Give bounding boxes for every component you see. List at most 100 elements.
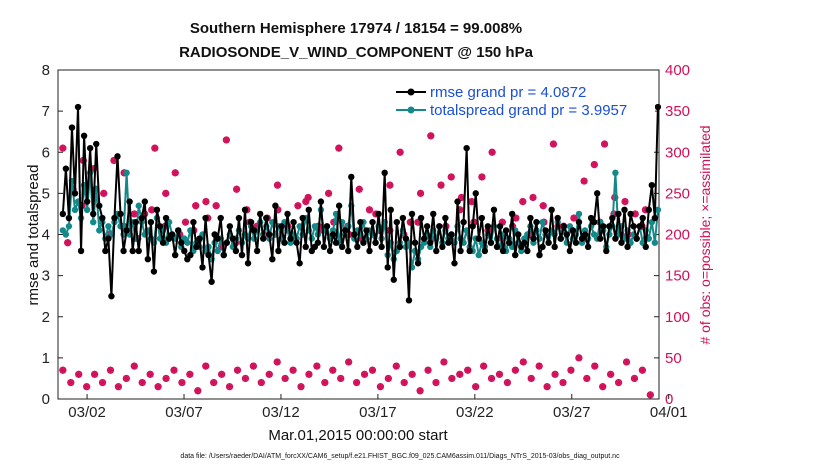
obs-assimilated-marker xyxy=(110,156,118,164)
obs-star-stroke xyxy=(520,358,527,366)
rmse-point xyxy=(533,218,540,226)
rmse-point xyxy=(475,235,482,242)
rmse-point xyxy=(345,247,352,255)
totalspread-point xyxy=(575,210,583,218)
rmse-point xyxy=(335,202,343,209)
rmse-point xyxy=(150,268,158,275)
x-tick-label: 03/12 xyxy=(262,404,300,421)
x-axis-label: Mar.01,2015 00:00:00 start xyxy=(268,427,448,444)
rmse-point xyxy=(317,198,325,205)
obs-star-stroke xyxy=(148,206,155,213)
rmse-point xyxy=(648,181,656,189)
obs-assimilated-marker xyxy=(432,379,440,387)
right-tick-label: 400 xyxy=(665,62,690,79)
rmse-point xyxy=(609,214,616,222)
obs-star-stroke xyxy=(468,198,475,205)
right-tick-label: 350 xyxy=(665,103,690,120)
rmse-point xyxy=(557,235,564,242)
obs-star-stroke xyxy=(202,198,210,205)
rmse-point xyxy=(402,235,410,242)
obs-assimilated-marker xyxy=(535,362,543,370)
x-tick-label: 03/27 xyxy=(553,404,591,421)
totalspread-point xyxy=(612,169,619,177)
obs-star-stroke xyxy=(458,194,465,201)
obs-assimilated-marker xyxy=(478,173,486,181)
rmse-point xyxy=(542,227,549,234)
obs-star-stroke xyxy=(107,367,114,374)
obs-star-stroke xyxy=(59,145,66,152)
obs-star-stroke xyxy=(432,379,440,386)
obs-star-stroke xyxy=(559,379,567,386)
obs-star-stroke xyxy=(172,169,179,176)
obs-assimilated-marker xyxy=(549,140,557,148)
rmse-point xyxy=(326,247,334,255)
obs-star-stroke xyxy=(581,177,588,185)
rmse-point xyxy=(338,243,346,251)
obs-assimilated-marker xyxy=(281,374,289,382)
obs-star-stroke xyxy=(155,383,162,390)
obs-star-stroke xyxy=(325,190,332,197)
rmse-point xyxy=(530,235,537,242)
rmse-point xyxy=(275,247,282,255)
obs-assimilated-marker xyxy=(599,383,607,391)
rmse-point xyxy=(615,210,622,218)
rmse-point xyxy=(83,198,91,205)
rmse-point xyxy=(354,243,361,251)
obs-star-stroke xyxy=(575,354,582,361)
rmse-point xyxy=(399,214,407,222)
rmse-point xyxy=(278,223,285,230)
rmse-point xyxy=(372,239,379,246)
rmse-point xyxy=(597,235,604,242)
rmse-point xyxy=(463,144,470,152)
obs-star-stroke xyxy=(297,383,305,390)
rmse-point xyxy=(527,214,534,222)
rmse-point xyxy=(178,239,185,246)
rmse-point xyxy=(469,223,476,230)
rmse-point xyxy=(171,251,179,259)
left-tick-label: 3 xyxy=(42,268,50,285)
rmse-point xyxy=(612,235,619,242)
totalspread-point xyxy=(214,247,221,255)
obs-assimilated-marker xyxy=(440,358,448,366)
left-tick-label: 0 xyxy=(42,391,50,408)
obs-assimilated-marker xyxy=(551,370,559,378)
obs-star-stroke xyxy=(393,363,400,370)
obs-assimilated-marker xyxy=(376,383,384,391)
rmse-point xyxy=(360,239,367,246)
rmse-point xyxy=(536,251,543,259)
obs-star-stroke xyxy=(290,367,297,374)
rmse-point xyxy=(654,103,662,111)
rmse-point xyxy=(293,239,300,246)
rmse-point xyxy=(633,235,640,242)
obs-assimilated-marker xyxy=(294,202,302,210)
rmse-point xyxy=(430,210,437,218)
obs-star-stroke xyxy=(131,210,138,218)
x-tick-label: 04/01 xyxy=(650,404,688,421)
rmse-point xyxy=(253,247,261,255)
obs-assimilated-marker xyxy=(130,210,138,218)
obs-assimilated-marker xyxy=(218,370,226,378)
obs-assimilated-marker xyxy=(233,185,241,193)
rmse-point xyxy=(366,247,373,255)
obs-star-stroke xyxy=(437,182,445,189)
rmse-point xyxy=(162,214,170,222)
rmse-point xyxy=(90,210,97,218)
rmse-point xyxy=(408,210,416,218)
obs-star-stroke xyxy=(274,182,281,189)
obs-assimilated-marker xyxy=(503,379,511,387)
obs-star-stroke xyxy=(366,206,373,213)
rmse-point xyxy=(348,173,355,181)
rmse-point xyxy=(457,247,464,255)
rmse-point xyxy=(593,190,601,197)
obs-star-stroke xyxy=(329,367,336,374)
rmse-point xyxy=(214,235,221,242)
obs-assimilated-marker xyxy=(575,354,583,362)
obs-assimilated-marker xyxy=(302,198,310,206)
rmse-point xyxy=(405,297,413,304)
obs-assimilated-marker xyxy=(64,239,72,247)
obs-star-stroke xyxy=(302,198,309,205)
obs-assimilated-marker xyxy=(273,181,281,189)
obs-assimilated-marker xyxy=(400,379,408,387)
rmse-point xyxy=(563,231,571,238)
obs-star-stroke xyxy=(480,363,487,370)
